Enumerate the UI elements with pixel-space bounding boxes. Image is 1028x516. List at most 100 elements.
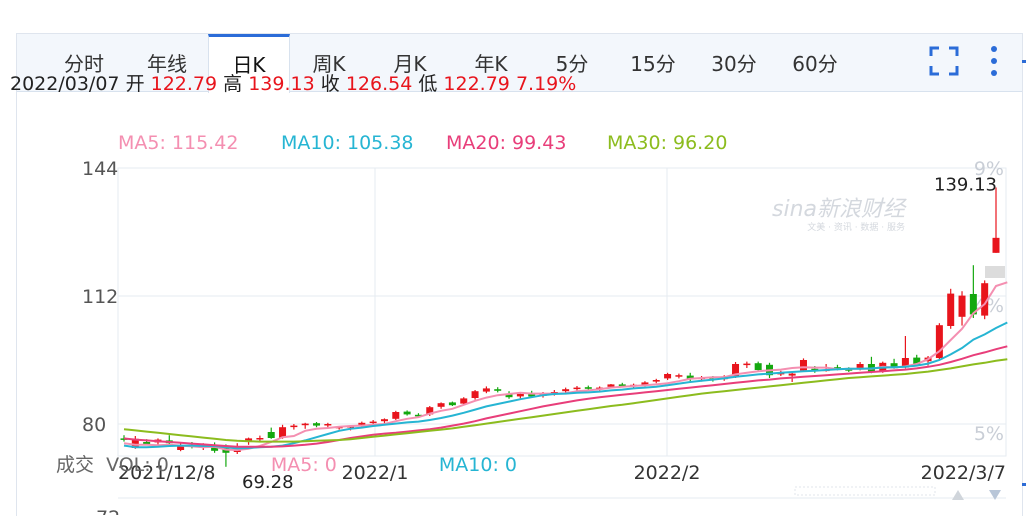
- sina-watermark: sina新浪财经: [772, 197, 907, 222]
- candle-body: [969, 294, 977, 315]
- candle-body: [437, 403, 445, 407]
- last-price-marker: [985, 266, 1005, 278]
- y-tick-label: 80: [82, 414, 106, 436]
- side-tick-top: [1022, 60, 1026, 63]
- candle-body: [652, 380, 660, 382]
- volume-title: 成交: [56, 454, 95, 476]
- candle-body: [256, 438, 264, 440]
- candle-body: [211, 445, 219, 451]
- sina-watermark-sub: 文美 · 资讯 · 数据 · 服务: [807, 221, 905, 233]
- candle-body: [584, 387, 592, 389]
- candle-body: [799, 360, 807, 371]
- scroll-down-arrow-icon[interactable]: [989, 490, 1001, 500]
- candle-body: [131, 438, 139, 448]
- tab-7[interactable]: 5分: [555, 52, 589, 76]
- ma-legend-item: MA5: 115.42: [118, 132, 239, 154]
- candle-body: [369, 421, 377, 424]
- candle-body: [947, 293, 955, 326]
- vol-ma10-label: MA10: 0: [438, 454, 518, 476]
- candle-body: [516, 394, 524, 397]
- candle-body: [573, 387, 581, 390]
- open-label: 开: [125, 73, 145, 95]
- candle-body: [448, 402, 456, 406]
- candle-body: [460, 398, 468, 404]
- side-tick-bottom: [1022, 483, 1026, 486]
- candle-body: [981, 283, 989, 316]
- candle-body: [686, 375, 694, 380]
- tab-4[interactable]: 周K: [312, 52, 346, 76]
- vol-ma5-label: MA5: 0: [270, 454, 337, 476]
- volume-header: 成交 VOL: 0 MA5: 0 MA10: 0: [56, 450, 517, 477]
- candle-body: [380, 419, 388, 422]
- high-label: 高: [223, 73, 243, 95]
- candle-body: [890, 363, 898, 369]
- candle-body: [392, 412, 400, 419]
- candle-body: [562, 389, 570, 392]
- candle-body: [607, 384, 615, 387]
- x-tick-label: 2021/12/8: [118, 462, 215, 484]
- candle-body: [279, 427, 287, 438]
- candle-body: [641, 382, 649, 386]
- open-value: 122.79: [150, 73, 218, 95]
- candle-body: [664, 374, 672, 379]
- y-tick-label: 112: [82, 286, 118, 308]
- candle-body: [675, 375, 683, 377]
- low-annotation: 69.28: [242, 472, 294, 493]
- candle-body: [505, 393, 513, 398]
- tab-8[interactable]: 15分: [630, 52, 676, 76]
- x-tick-label: 2022/3/7: [921, 462, 1006, 484]
- low-label: 低: [418, 73, 438, 95]
- candle-body: [494, 389, 502, 391]
- ma-line-ma20: [123, 345, 1008, 448]
- tab-10[interactable]: 60分: [792, 52, 838, 76]
- candle-body: [732, 364, 740, 376]
- high-annotation: 139.13: [934, 174, 997, 195]
- tab-9[interactable]: 30分: [711, 52, 757, 76]
- candle-body: [245, 438, 253, 441]
- tab-3[interactable]: 日K: [208, 34, 290, 93]
- candle-body: [833, 367, 841, 369]
- ma-legend-item: MA10: 105.38: [281, 132, 414, 154]
- candle-body: [290, 425, 298, 428]
- candle-body: [901, 358, 909, 368]
- candle-body: [788, 373, 796, 376]
- close-value: 126.54: [345, 73, 413, 95]
- candle-body: [754, 363, 762, 370]
- vol-label: VOL: 0: [106, 454, 169, 476]
- tab-2[interactable]: 年线: [147, 52, 187, 76]
- candle-body: [471, 391, 479, 398]
- candle-body: [426, 407, 434, 415]
- ohlc-info-row: 2022/03/07 开 122.79 高 139.13 收 126.54 低 …: [10, 69, 576, 96]
- tab-5[interactable]: 月K: [393, 52, 427, 76]
- candle-body: [935, 325, 943, 358]
- right-percent-tick: 5%: [974, 423, 1004, 445]
- candle-body: [618, 384, 626, 386]
- low-value: 122.79: [443, 73, 510, 95]
- candle-body: [301, 423, 309, 426]
- plot-area-border: [117, 167, 1007, 457]
- info-date: 2022/03/07: [10, 73, 120, 95]
- tab-6[interactable]: 年K: [474, 52, 508, 76]
- scroll-up-arrow-icon[interactable]: [952, 490, 964, 500]
- change-percent: 7.19%: [515, 73, 577, 95]
- fullscreen-icon[interactable]: [929, 46, 959, 76]
- tab-1[interactable]: 分时: [64, 52, 104, 76]
- candle-body: [811, 368, 819, 371]
- candle-body: [913, 357, 921, 365]
- candle-body: [403, 411, 411, 415]
- x-tick-label: 2022/2: [634, 462, 701, 484]
- more-vertical-icon[interactable]: [987, 44, 1001, 78]
- volume-axis-label: 72: [96, 507, 120, 515]
- candle-body: [743, 363, 751, 366]
- right-percent-tick: 9%: [974, 158, 1004, 180]
- candle-body: [992, 237, 1000, 253]
- y-tick-label: 144: [82, 158, 118, 180]
- scroll-handle: [794, 486, 936, 496]
- candle-body: [143, 442, 151, 444]
- period-tab-bar: 分时 年线 日K 周K 月K 年K 5分 15分 30分 60分: [17, 34, 1022, 93]
- candle-body: [177, 445, 185, 450]
- candle-body: [856, 364, 864, 370]
- ma-line-ma30: [123, 358, 1008, 443]
- ma-legend-item: MA20: 99.43: [446, 132, 567, 154]
